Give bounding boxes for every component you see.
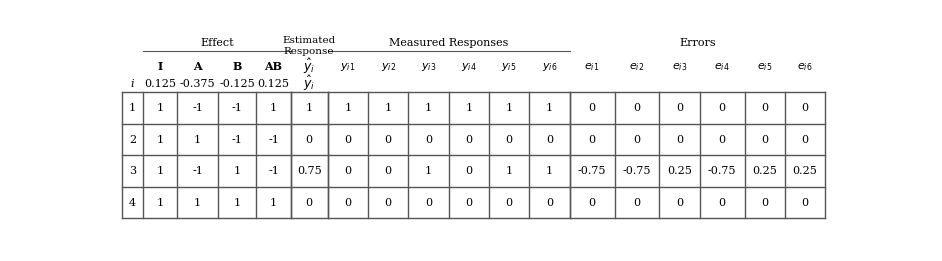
Text: Effect: Effect [200,38,234,48]
Text: 0: 0 [545,134,553,145]
Text: 0: 0 [425,134,432,145]
Text: 0: 0 [589,198,595,208]
Text: 0: 0 [345,166,351,176]
Text: 0: 0 [384,166,392,176]
Text: $\hat{y}_i$: $\hat{y}_i$ [303,57,316,76]
Text: 0: 0 [633,198,641,208]
Text: -1: -1 [192,166,203,176]
Text: 1: 1 [465,103,472,113]
Text: 0: 0 [802,198,809,208]
Text: 1: 1 [545,103,553,113]
Text: -0.75: -0.75 [577,166,607,176]
Text: 0.25: 0.25 [667,166,692,176]
Text: 0: 0 [761,198,769,208]
Text: Errors: Errors [679,38,716,48]
Text: $y_{i2}$: $y_{i2}$ [381,61,396,73]
Text: 0.25: 0.25 [753,166,777,176]
Text: 0.125: 0.125 [257,79,289,89]
Text: 3: 3 [129,166,136,176]
Text: 1: 1 [270,198,277,208]
Text: 0: 0 [384,134,392,145]
Text: -0.75: -0.75 [623,166,651,176]
Text: 1: 1 [194,134,202,145]
Text: 0: 0 [465,166,472,176]
Text: 1: 1 [156,198,164,208]
Text: -1: -1 [268,134,279,145]
Text: 0: 0 [589,103,595,113]
Text: 0: 0 [761,134,769,145]
Text: 0: 0 [465,198,472,208]
Text: 1: 1 [305,103,313,113]
Text: 1: 1 [234,166,240,176]
Text: $e_{i1}$: $e_{i1}$ [584,61,600,73]
Text: 0: 0 [305,198,313,208]
Text: -0.375: -0.375 [180,79,216,89]
Text: 0: 0 [633,134,641,145]
Text: 0.125: 0.125 [144,79,176,89]
Text: $\hat{y}_i$: $\hat{y}_i$ [303,74,316,93]
Text: Measured Responses: Measured Responses [389,38,509,48]
Text: 0: 0 [345,198,351,208]
Text: $y_{i3}$: $y_{i3}$ [421,61,436,73]
Text: -1: -1 [268,166,279,176]
Text: 1: 1 [129,103,136,113]
Text: B: B [233,61,242,72]
Text: 0: 0 [676,134,683,145]
Text: 1: 1 [425,166,432,176]
Text: -1: -1 [192,103,203,113]
Text: I: I [157,61,163,72]
Text: 1: 1 [506,103,512,113]
Text: 1: 1 [156,166,164,176]
Text: 1: 1 [156,103,164,113]
Text: 0: 0 [676,198,683,208]
Text: 1: 1 [194,198,202,208]
Text: AB: AB [265,61,283,72]
Text: A: A [193,61,202,72]
Text: 0: 0 [506,198,512,208]
Text: 0.25: 0.25 [793,166,818,176]
Text: $e_{i3}$: $e_{i3}$ [672,61,688,73]
Text: 0: 0 [506,134,512,145]
Text: 4: 4 [129,198,136,208]
Text: 1: 1 [425,103,432,113]
Text: 0: 0 [589,134,595,145]
Text: 1: 1 [234,198,240,208]
Text: 2: 2 [129,134,136,145]
Text: 0: 0 [465,134,472,145]
Text: 1: 1 [345,103,351,113]
Text: i: i [131,79,134,89]
Text: 0: 0 [633,103,641,113]
Text: 0: 0 [719,103,726,113]
Text: 0.75: 0.75 [297,166,321,176]
Text: 1: 1 [545,166,553,176]
Text: $e_{i2}$: $e_{i2}$ [629,61,644,73]
Text: 0: 0 [802,134,809,145]
Text: -0.75: -0.75 [708,166,737,176]
Text: 1: 1 [384,103,392,113]
Text: 0: 0 [719,198,726,208]
Text: 0: 0 [761,103,769,113]
Text: 0: 0 [425,198,432,208]
Text: 1: 1 [270,103,277,113]
Text: $e_{i4}$: $e_{i4}$ [714,61,730,73]
Text: $e_{i6}$: $e_{i6}$ [798,61,813,73]
Text: 0: 0 [305,134,313,145]
Text: 0: 0 [802,103,809,113]
Text: $y_{i1}$: $y_{i1}$ [340,61,355,73]
Text: 1: 1 [506,166,512,176]
Text: $y_{i5}$: $y_{i5}$ [501,61,517,73]
Text: 0: 0 [545,198,553,208]
Text: -1: -1 [232,134,242,145]
Text: 0: 0 [384,198,392,208]
Text: 0: 0 [345,134,351,145]
Text: $e_{i5}$: $e_{i5}$ [757,61,772,73]
Text: Estimated
Response: Estimated Response [283,36,335,56]
Text: $y_{i4}$: $y_{i4}$ [461,61,477,73]
Text: -1: -1 [232,103,242,113]
Text: 1: 1 [156,134,164,145]
Text: -0.125: -0.125 [219,79,255,89]
Text: 0: 0 [719,134,726,145]
Text: $y_{i6}$: $y_{i6}$ [542,61,557,73]
Text: 0: 0 [676,103,683,113]
